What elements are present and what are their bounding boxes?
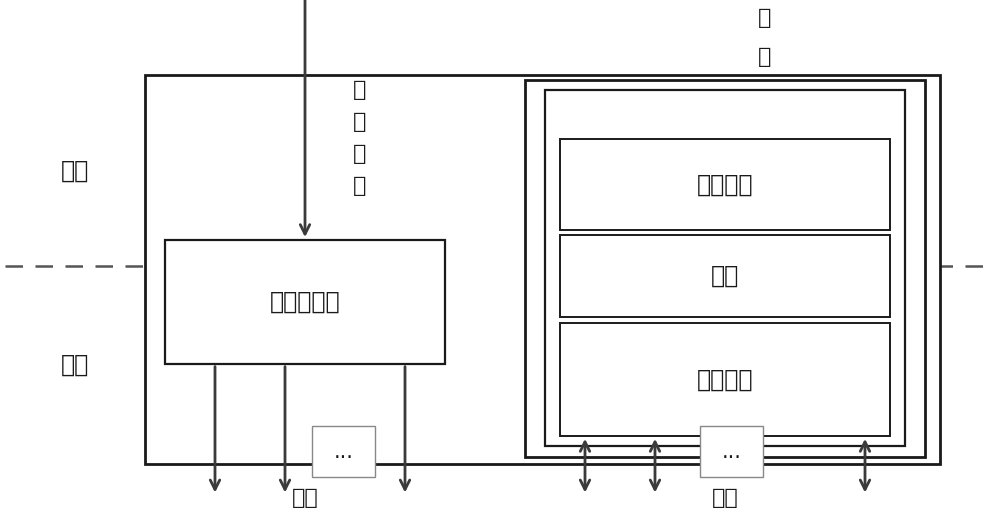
Text: 通讯接口: 通讯接口 [697, 367, 753, 391]
Text: 数据: 数据 [712, 488, 738, 508]
Text: 多路分光器: 多路分光器 [270, 290, 340, 314]
Bar [560, 139, 890, 230]
Text: 光: 光 [353, 176, 367, 196]
Text: ...: ... [722, 442, 741, 461]
Bar [560, 235, 890, 317]
Text: ...: ... [334, 442, 353, 461]
Text: 激光: 激光 [292, 488, 318, 508]
Bar [700, 426, 763, 477]
Text: 通讯接口: 通讯接口 [697, 172, 753, 197]
Bar [165, 240, 445, 364]
Text: 数: 数 [758, 8, 772, 28]
Bar [525, 80, 925, 457]
Text: 单: 单 [353, 80, 367, 100]
Bar [312, 426, 375, 477]
Text: 井上: 井上 [61, 158, 89, 182]
Text: 激: 激 [353, 144, 367, 164]
Text: 井下: 井下 [61, 353, 89, 377]
Text: 路: 路 [353, 112, 367, 132]
Text: 中继: 中继 [711, 264, 739, 288]
Bar [545, 90, 905, 446]
Text: 据: 据 [758, 47, 772, 67]
Bar [145, 75, 940, 464]
Bar [560, 322, 890, 436]
